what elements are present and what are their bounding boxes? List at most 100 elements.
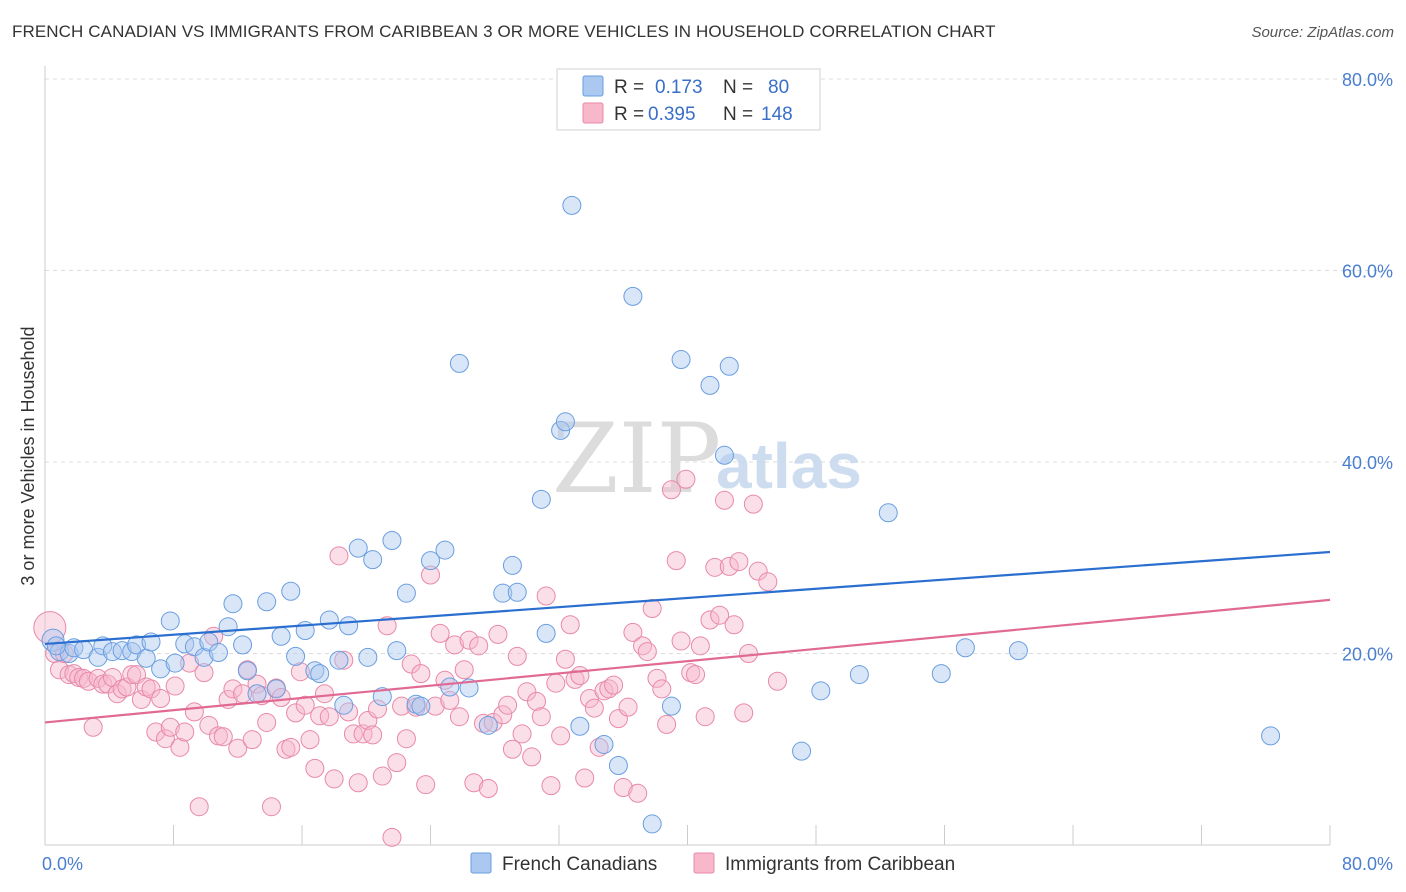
french-canadian-point	[382, 531, 402, 551]
caribbean-point	[604, 675, 624, 695]
caribbean-point	[314, 684, 334, 704]
caribbean-point	[536, 586, 556, 606]
french-canadian-point	[247, 684, 267, 704]
caribbean-point	[151, 689, 171, 709]
french-canadian-point	[151, 659, 171, 679]
caribbean-point	[295, 695, 315, 715]
french-canadian-point	[223, 594, 243, 614]
french-canadian-point	[218, 617, 238, 637]
french-canadian-point	[319, 610, 339, 630]
caribbean-point	[83, 717, 103, 737]
caribbean-point	[411, 664, 431, 684]
caribbean-point	[421, 565, 440, 585]
caribbean-point	[242, 730, 262, 750]
caribbean-point	[189, 797, 209, 817]
caribbean-point	[661, 480, 681, 500]
legend-swatch-blue	[582, 75, 604, 97]
caribbean-point	[493, 705, 513, 725]
caribbean-point	[531, 707, 551, 727]
legend-r-label: R =	[614, 77, 644, 98]
legend-n-value: 80	[768, 77, 789, 98]
french-canadian-point	[339, 616, 359, 636]
caribbean-point	[690, 636, 710, 656]
caribbean-point	[469, 636, 489, 656]
french-canadian-point	[281, 581, 301, 601]
caribbean-point	[719, 556, 739, 576]
caribbean-point	[93, 674, 113, 694]
french-canadian-point	[127, 635, 147, 655]
caribbean-point	[329, 546, 349, 566]
french-canadian-point	[700, 375, 720, 395]
caribbean-point	[695, 707, 715, 727]
french-canadian-point	[878, 503, 898, 523]
watermark: ZIP atlas	[552, 403, 862, 515]
legend-swatch-french-canadians	[470, 852, 492, 874]
caribbean-point	[714, 490, 734, 510]
caribbean-point	[213, 727, 233, 747]
french-canadian-point	[329, 650, 349, 670]
chart-title: FRENCH CANADIAN VS IMMIGRANTS FROM CARIB…	[12, 22, 996, 41]
caribbean-point	[724, 615, 744, 635]
caribbean-point	[155, 729, 175, 749]
caribbean-point	[223, 679, 243, 699]
caribbean-point	[199, 715, 219, 735]
french-canadian-point	[102, 642, 122, 662]
french-canadian-point	[440, 677, 460, 697]
french-canadian-point	[194, 647, 214, 667]
caribbean-point	[141, 679, 161, 699]
caribbean-point	[339, 702, 359, 722]
legend-n-label: N =	[723, 77, 753, 98]
french-canadian-point	[671, 350, 691, 370]
caribbean-point	[367, 699, 387, 719]
french-canadian-point	[478, 715, 498, 735]
french-canadian-point	[348, 538, 368, 558]
caribbean-point	[305, 758, 325, 778]
french-canadian-point	[792, 741, 812, 761]
gridlines	[45, 78, 1392, 654]
french-canadian-point	[358, 647, 378, 667]
caribbean-point	[657, 714, 677, 734]
french-canadian-point	[608, 756, 628, 776]
french-canadian-point	[387, 641, 407, 661]
caribbean-point	[522, 747, 542, 767]
caribbean-point	[324, 769, 344, 789]
french-canadian-point	[233, 635, 253, 655]
french-canadian-point	[623, 286, 643, 306]
legend-label-caribbean: Immigrants from Caribbean	[725, 854, 955, 875]
caribbean-point	[488, 624, 508, 644]
french-canadian-point	[237, 661, 257, 681]
caribbean-point	[459, 630, 479, 650]
caribbean-point	[758, 572, 778, 592]
french-canadian-point	[257, 592, 277, 612]
french-canadian-point	[562, 195, 582, 215]
caribbean-point	[377, 616, 397, 636]
watermark-zip: ZIP	[552, 403, 721, 515]
tick-labels: 20.0% 40.0% 60.0% 80.0% 0.0% 80.0%	[42, 70, 1393, 874]
french-canadian-point	[570, 716, 590, 736]
caribbean-point	[613, 778, 633, 798]
legend-label-french-canadians: French Canadians	[502, 854, 657, 875]
caribbean-point	[575, 768, 595, 788]
caribbean-point	[507, 646, 527, 666]
caribbean-point	[498, 695, 518, 715]
caribbean-point	[122, 665, 142, 685]
french-canadian-point	[955, 638, 975, 658]
caribbean-point	[445, 635, 465, 655]
french-canadian-point	[310, 664, 330, 684]
caribbean-point	[705, 557, 725, 577]
caribbean-point	[652, 679, 672, 699]
legend-r-value: 0.173	[655, 77, 703, 98]
caribbean-point	[416, 775, 436, 795]
french-canadian-point	[88, 647, 108, 667]
caribbean-point	[194, 663, 214, 683]
french-canadian-point	[184, 637, 204, 657]
caribbean-point	[271, 688, 291, 708]
french-canadian-point	[93, 636, 113, 656]
legend-swatch-pink	[582, 102, 604, 124]
french-canadian-point	[449, 353, 469, 373]
french-canadian-point	[421, 551, 440, 571]
y-tick-label-0: 20.0%	[1342, 645, 1393, 665]
legend-r-label: R =	[614, 104, 644, 125]
caribbean-point	[170, 737, 190, 757]
trend-line-french-canadians	[44, 550, 1331, 646]
